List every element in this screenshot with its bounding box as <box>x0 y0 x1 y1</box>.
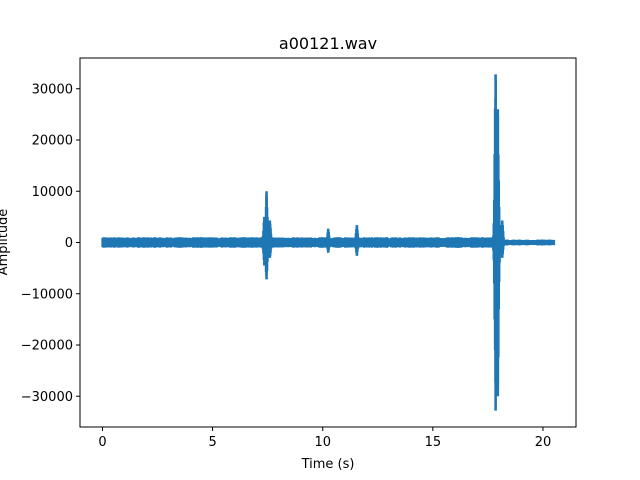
x-tick-label: 10 <box>314 435 331 450</box>
x-axis-label: Time (s) <box>301 457 355 472</box>
y-tick-label: −10000 <box>21 287 73 302</box>
waveform-series <box>101 74 556 411</box>
y-tick-label: 20000 <box>32 134 73 149</box>
y-tick-label: 30000 <box>32 82 73 97</box>
chart-title: a00121.wav <box>279 34 377 53</box>
x-tick-label: 15 <box>425 435 442 450</box>
y-tick-label: 10000 <box>32 185 73 200</box>
y-tick-label: −30000 <box>21 390 73 405</box>
x-tick-label: 5 <box>208 435 216 450</box>
plot-area <box>101 74 556 411</box>
x-tick-label: 20 <box>535 435 552 450</box>
y-tick-label: −20000 <box>21 339 73 354</box>
x-tick-label: 0 <box>98 435 106 450</box>
y-axis-label: Amplitude <box>0 209 11 276</box>
x-axis-ticks: 0 5 10 15 20 <box>98 427 551 450</box>
y-axis-ticks: −30000 −20000 −10000 0 10000 20000 30000 <box>21 82 80 405</box>
y-tick-label: 0 <box>65 236 73 251</box>
